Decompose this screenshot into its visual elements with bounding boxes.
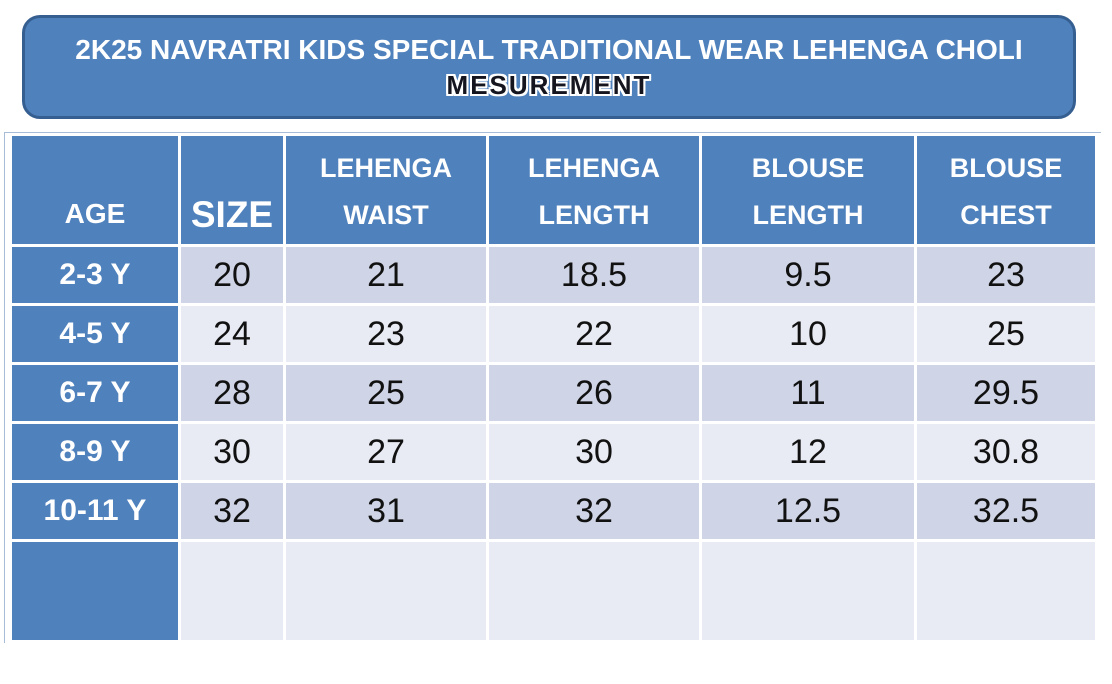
- size-cell: 32: [181, 483, 283, 539]
- age-cell: 4-5 Y: [12, 306, 178, 362]
- lehenga-waist-cell: [286, 542, 486, 640]
- lehenga-length-cell: 22: [489, 306, 699, 362]
- lehenga-waist-cell: 27: [286, 424, 486, 480]
- table-row-6-7y: 6-7 Y 28 25 26 11 29.5: [12, 365, 1095, 421]
- col-header-lehenga-waist: LEHENGA WAIST: [286, 136, 486, 244]
- col-header-age: AGE: [12, 136, 178, 244]
- lehenga-length-cell: 18.5: [489, 247, 699, 303]
- age-cell: 6-7 Y: [12, 365, 178, 421]
- lehenga-length-cell: 32: [489, 483, 699, 539]
- table-row-2-3y: 2-3 Y 20 21 18.5 9.5 23: [12, 247, 1095, 303]
- col-header-blouse-length: BLOUSE LENGTH: [702, 136, 914, 244]
- lehenga-waist-cell: 31: [286, 483, 486, 539]
- size-cell: 20: [181, 247, 283, 303]
- col-header-size: SIZE: [181, 136, 283, 244]
- blouse-length-cell: 9.5: [702, 247, 914, 303]
- lehenga-waist-cell: 23: [286, 306, 486, 362]
- header-row: AGE SIZE LEHENGA WAIST LEHENGA LENGTH BL…: [12, 136, 1095, 244]
- blouse-length-cell: 12.5: [702, 483, 914, 539]
- lehenga-waist-cell: 25: [286, 365, 486, 421]
- blouse-chest-cell: [917, 542, 1095, 640]
- age-cell: [12, 542, 178, 640]
- measurement-table: AGE SIZE LEHENGA WAIST LEHENGA LENGTH BL…: [9, 133, 1098, 643]
- blouse-chest-cell: 23: [917, 247, 1095, 303]
- col-header-lehenga-length: LEHENGA LENGTH: [489, 136, 699, 244]
- banner-title: 2K25 NAVRATRI KIDS SPECIAL TRADITIONAL W…: [75, 33, 1023, 65]
- blouse-length-cell: 12: [702, 424, 914, 480]
- table-row-4-5y: 4-5 Y 24 23 22 10 25: [12, 306, 1095, 362]
- lehenga-waist-cell: 21: [286, 247, 486, 303]
- title-banner: 2K25 NAVRATRI KIDS SPECIAL TRADITIONAL W…: [22, 15, 1076, 119]
- table-row-10-11y: 10-11 Y 32 31 32 12.5 32.5: [12, 483, 1095, 539]
- size-cell: [181, 542, 283, 640]
- age-cell: 10-11 Y: [12, 483, 178, 539]
- col-header-blouse-chest: BLOUSE CHEST: [917, 136, 1095, 244]
- size-cell: 24: [181, 306, 283, 362]
- blouse-length-cell: 11: [702, 365, 914, 421]
- lehenga-length-cell: [489, 542, 699, 640]
- blouse-length-cell: [702, 542, 914, 640]
- banner-subtitle: MESUREMENT: [446, 69, 652, 100]
- table-row-empty: [12, 542, 1095, 640]
- blouse-chest-cell: 29.5: [917, 365, 1095, 421]
- lehenga-length-cell: 30: [489, 424, 699, 480]
- blouse-chest-cell: 30.8: [917, 424, 1095, 480]
- blouse-chest-cell: 32.5: [917, 483, 1095, 539]
- table-row-8-9y: 8-9 Y 30 27 30 12 30.8: [12, 424, 1095, 480]
- blouse-chest-cell: 25: [917, 306, 1095, 362]
- lehenga-length-cell: 26: [489, 365, 699, 421]
- size-cell: 30: [181, 424, 283, 480]
- age-cell: 2-3 Y: [12, 247, 178, 303]
- size-cell: 28: [181, 365, 283, 421]
- age-cell: 8-9 Y: [12, 424, 178, 480]
- measurement-table-wrap: AGE SIZE LEHENGA WAIST LEHENGA LENGTH BL…: [4, 132, 1101, 643]
- blouse-length-cell: 10: [702, 306, 914, 362]
